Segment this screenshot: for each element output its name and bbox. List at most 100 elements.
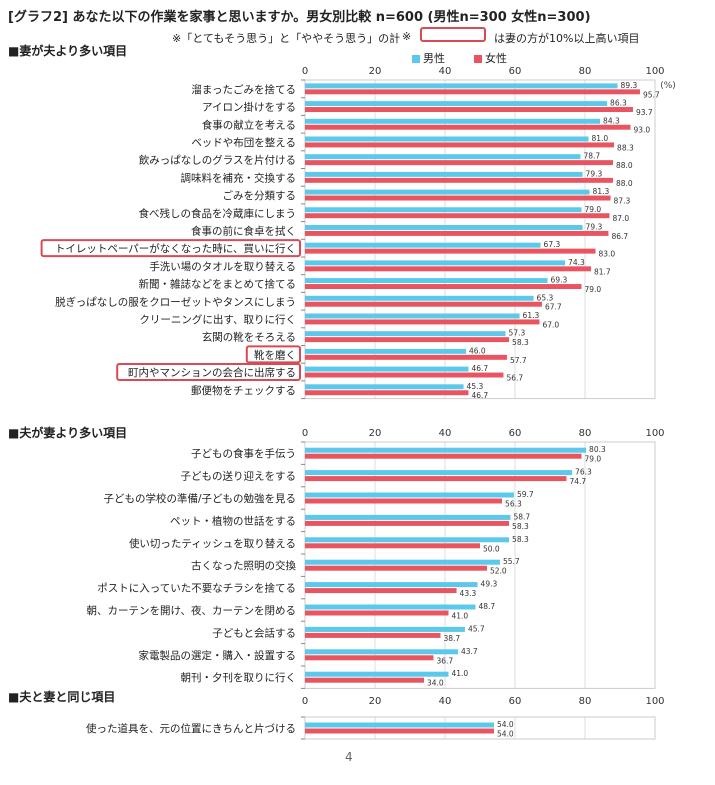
- category-label: 溜まったごみを捨てる: [191, 83, 296, 96]
- x-tick-label: 100: [645, 696, 664, 707]
- category-label: クリーニングに出す、取りに行く: [139, 313, 296, 326]
- category-label: ごみを分類する: [223, 189, 297, 202]
- data-label-female: 52.0: [490, 567, 507, 576]
- data-label-female: 58.3: [512, 338, 529, 347]
- category-label: 子どもの食事を手伝う: [191, 447, 296, 460]
- bar-male: [305, 492, 514, 498]
- bar-female: [305, 195, 611, 201]
- bar-female: [305, 655, 434, 661]
- highlight-box: [40, 239, 301, 258]
- category-label: 子どもの学校の準備/子どもの勉強を見る: [103, 492, 296, 505]
- bar-male: [305, 207, 582, 213]
- data-label-male: 81.0: [592, 134, 609, 143]
- bar-female: [305, 160, 613, 166]
- data-label-female: 57.7: [510, 356, 527, 365]
- data-label-female: 86.7: [611, 232, 628, 241]
- bar-female: [305, 142, 615, 148]
- data-label-female: 88.0: [616, 161, 633, 170]
- data-label-male: 49.3: [481, 580, 498, 589]
- data-label-male: 45.7: [468, 624, 485, 633]
- x-tick-label: 20: [369, 66, 382, 77]
- highlight-box: [116, 363, 301, 382]
- plot-frame: [304, 441, 656, 689]
- bar-female: [305, 543, 480, 549]
- bar-male: [305, 470, 573, 476]
- data-label-female: 93.7: [636, 108, 653, 117]
- bar-male: [305, 118, 601, 124]
- legend-male: 男性: [412, 50, 445, 66]
- data-label-female: 46.7: [471, 391, 488, 400]
- bar-male: [305, 671, 449, 677]
- category-label: 脱ぎっぱなしの服をクローゼットやタンスにしまう: [55, 295, 296, 308]
- data-label-male: 86.3: [610, 99, 627, 108]
- bar-female: [305, 728, 494, 734]
- category-label: 使った道具を、元の位置にきちんと片づける: [86, 722, 296, 735]
- legend-female-label: 女性: [485, 52, 507, 65]
- data-label-male: 61.3: [523, 311, 540, 320]
- bar-female: [305, 301, 542, 307]
- section-title-husband-more: ■夫が妻より多い項目: [8, 426, 128, 440]
- data-label-male: 89.3: [621, 81, 638, 90]
- category-label: 郵便物をチェックする: [191, 384, 296, 397]
- bar-female: [305, 319, 540, 325]
- x-tick-label: 60: [509, 66, 522, 77]
- bar-male: [305, 366, 469, 372]
- data-label-male: 45.3: [467, 382, 484, 391]
- category-label: ポストに入っていた不要なチラシを捨てる: [97, 582, 296, 595]
- bar-male: [305, 136, 589, 142]
- data-label-male: 76.3: [575, 468, 592, 477]
- bar-female: [305, 124, 631, 130]
- data-label-male: 80.3: [589, 445, 606, 454]
- bar-male: [305, 189, 590, 195]
- data-label-male: 67.3: [544, 240, 561, 249]
- bar-male: [305, 626, 465, 632]
- bar-female: [305, 632, 441, 638]
- bar-male: [305, 278, 548, 284]
- data-label-female: 88.0: [616, 179, 633, 188]
- category-label: トイレットペーパーがなくなった時に、買いに行く: [55, 242, 296, 255]
- bar-female: [305, 284, 582, 290]
- bar-female: [305, 588, 457, 594]
- bar-male: [305, 348, 466, 354]
- bar-male: [305, 224, 583, 230]
- section-title-wife-more: ■妻が夫より多い項目: [8, 44, 128, 58]
- category-label: アイロン掛けをする: [202, 101, 296, 114]
- category-label: 朝、カーテンを開け、夜、カーテンを閉める: [87, 604, 296, 617]
- legend-male-label: 男性: [423, 52, 445, 65]
- data-label-male: 48.7: [478, 602, 495, 611]
- bar-female: [305, 213, 610, 219]
- category-label: 玄関の靴をそろえる: [202, 331, 296, 344]
- bar-female: [305, 89, 640, 95]
- bar-male: [305, 537, 510, 543]
- x-tick-label: 40: [439, 428, 452, 439]
- x-tick-label: 100: [645, 66, 664, 77]
- category-label: 子どもと会話する: [212, 626, 296, 639]
- data-label-female: 93.0: [634, 126, 651, 135]
- highlight-box: [245, 345, 302, 364]
- data-label-female: 54.0: [497, 730, 514, 739]
- data-label-male: 57.3: [509, 329, 526, 338]
- data-label-female: 56.3: [505, 500, 522, 509]
- bar-female: [305, 610, 449, 616]
- data-label-male: 55.7: [503, 557, 520, 566]
- bar-female: [305, 520, 510, 526]
- x-tick-label: 80: [579, 428, 592, 439]
- bar-male: [305, 101, 608, 107]
- bar-female: [305, 266, 591, 272]
- data-label-male: 78.7: [583, 152, 600, 161]
- category-label: 古くなった照明の交換: [191, 559, 296, 572]
- category-label: 食事の前に食卓を拭く: [191, 224, 296, 237]
- data-label-male: 43.7: [461, 647, 478, 656]
- data-label-male: 69.3: [551, 276, 568, 285]
- bar-male: [305, 260, 566, 266]
- category-label: 子どもの送り迎えをする: [181, 470, 297, 483]
- data-label-female: 43.3: [460, 589, 477, 598]
- data-label-female: 87.3: [614, 197, 631, 206]
- data-label-male: 59.7: [517, 490, 534, 499]
- data-label-female: 74.7: [569, 477, 586, 486]
- data-label-male: 81.3: [593, 187, 610, 196]
- bar-male: [305, 447, 587, 453]
- category-label: 食事の献立を考える: [202, 118, 296, 131]
- category-label: 新聞・雑誌などをまとめて捨てる: [139, 278, 297, 291]
- bar-female: [305, 677, 424, 683]
